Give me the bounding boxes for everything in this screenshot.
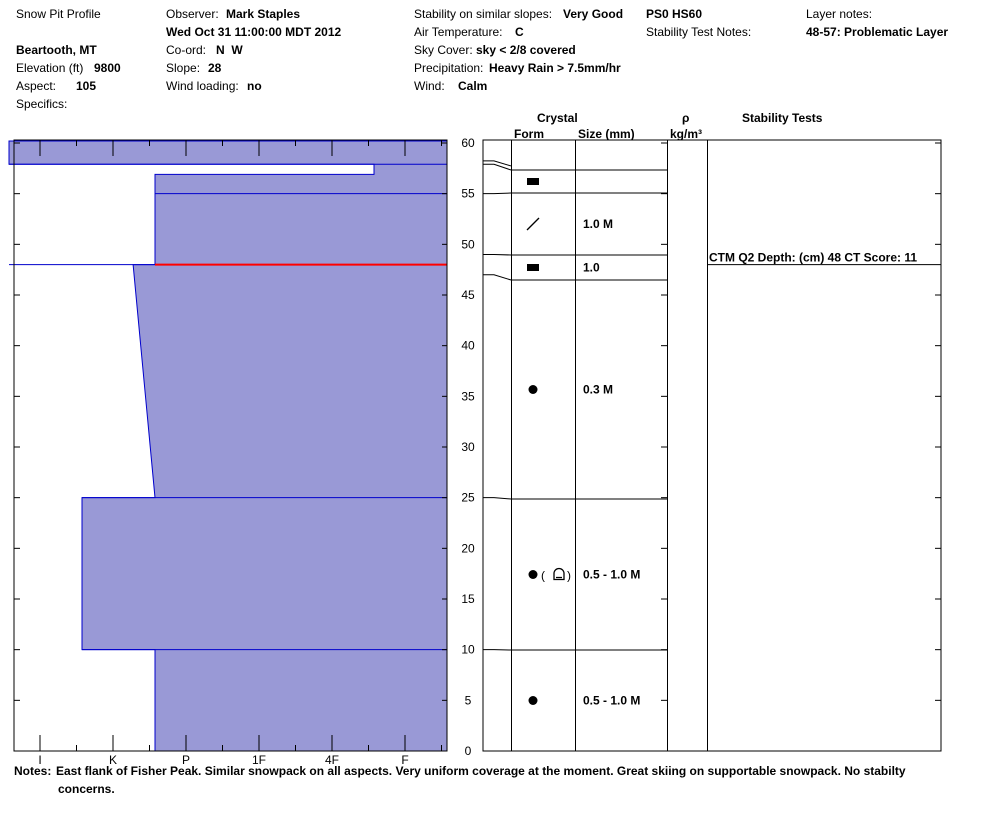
rounded-grains-icon bbox=[528, 570, 538, 579]
notes-label: Notes: bbox=[14, 764, 52, 778]
crystal-size-label: 1.0 bbox=[583, 261, 600, 275]
observation-date: Wed Oct 31 11:00:00 MDT 2012 bbox=[166, 25, 342, 39]
size-header: Size (mm) bbox=[578, 127, 635, 141]
air-temp-value: C bbox=[515, 25, 524, 39]
layer-notes-label: Layer notes: bbox=[806, 7, 873, 21]
elevation-label: Elevation (ft) bbox=[16, 61, 84, 75]
melt-freeze-crust-icon bbox=[527, 178, 539, 185]
rounded-grains-icon bbox=[528, 696, 538, 705]
rho-header: ρ bbox=[682, 111, 690, 125]
stability-value: Very Good bbox=[563, 7, 624, 21]
hardness-label: P bbox=[182, 753, 190, 767]
melt-freeze-crust-icon bbox=[527, 264, 539, 271]
sky-cover-label: Sky Cover: bbox=[414, 43, 473, 57]
crystal-header: Crystal bbox=[537, 111, 578, 125]
bracket-open-icon: ( bbox=[541, 569, 545, 583]
bracket-close-icon: ) bbox=[567, 569, 571, 583]
crystal-size-label: 0.3 M bbox=[583, 383, 613, 397]
density-unit-header: kg/m³ bbox=[670, 127, 703, 141]
coord-value: N W bbox=[216, 43, 243, 57]
depth-tick-label: 20 bbox=[461, 541, 475, 555]
layer-connector bbox=[483, 253, 512, 256]
wind-loading-value: no bbox=[247, 79, 262, 93]
slope-label: Slope: bbox=[166, 61, 201, 75]
hardness-label: F bbox=[401, 753, 408, 767]
crystal-size-label: 0.5 - 1.0 M bbox=[583, 568, 640, 582]
hardness-label: 1F bbox=[252, 753, 266, 767]
sky-cover-value: sky < 2/8 covered bbox=[476, 43, 576, 57]
hardness-label: K bbox=[109, 753, 117, 767]
precipitation-particles-icon bbox=[526, 217, 540, 231]
depth-tick-label: 35 bbox=[461, 389, 475, 403]
crystal-size-label: 0.5 - 1.0 M bbox=[583, 694, 640, 708]
precip-label: Precipitation: bbox=[414, 61, 484, 75]
location: Beartooth, MT bbox=[16, 43, 97, 57]
wind-label: Wind: bbox=[414, 79, 445, 93]
form-header: Form bbox=[514, 127, 544, 141]
layer-connector bbox=[483, 497, 512, 500]
ps-hs: PS0 HS60 bbox=[646, 7, 703, 21]
depth-tick-label: 55 bbox=[461, 187, 475, 201]
layer-notes-value: 48-57: Problematic Layer bbox=[806, 25, 949, 39]
crystal-size-label: 1.0 M bbox=[583, 217, 613, 231]
depth-tick-label: 25 bbox=[461, 491, 475, 505]
rounded-grains-icon bbox=[528, 385, 538, 394]
depth-tick-label: 5 bbox=[465, 693, 472, 707]
hardness-label: I bbox=[38, 753, 41, 767]
observer-label: Observer: bbox=[166, 7, 219, 21]
layer-connector bbox=[483, 274, 512, 281]
layer-connector bbox=[483, 192, 512, 195]
faceted-rounded-icon bbox=[553, 567, 565, 581]
layers-frame bbox=[482, 139, 942, 752]
depth-tick-label: 0 bbox=[465, 744, 472, 758]
stability-notes-label: Stability Test Notes: bbox=[646, 25, 752, 39]
aspect-label: Aspect: bbox=[16, 79, 57, 93]
surface-connector bbox=[483, 160, 512, 167]
slope-value: 28 bbox=[208, 61, 222, 75]
precip-value: Heavy Rain > 7.5mm/hr bbox=[489, 61, 621, 75]
pit-title: Snow Pit Profile bbox=[16, 7, 101, 21]
notes-line-2: concerns. bbox=[58, 782, 115, 796]
observer-value: Mark Staples bbox=[226, 7, 301, 21]
wind-value: Calm bbox=[458, 79, 488, 93]
notes-line-1: East flank of Fisher Peak. Similar snowp… bbox=[56, 764, 906, 778]
aspect-value: 105 bbox=[76, 79, 97, 93]
stability-test-label: CTM Q2 Depth: (cm) 48 CT Score: 11 bbox=[709, 251, 917, 265]
hardness-frame bbox=[13, 139, 448, 752]
hardness-label: 4F bbox=[325, 753, 339, 767]
depth-tick-label: 45 bbox=[461, 288, 475, 302]
wind-loading-label: Wind loading: bbox=[166, 79, 239, 93]
depth-tick-label: 10 bbox=[461, 643, 475, 657]
coord-label: Co-ord: bbox=[166, 43, 207, 57]
depth-tick-label: 50 bbox=[461, 237, 475, 251]
depth-tick-label: 40 bbox=[461, 339, 475, 353]
stability-label: Stability on similar slopes: bbox=[414, 7, 553, 21]
air-temp-label: Air Temperature: bbox=[414, 25, 503, 39]
depth-tick-label: 60 bbox=[461, 136, 475, 150]
depth-tick-label: 15 bbox=[461, 592, 475, 606]
elevation-value: 9800 bbox=[94, 61, 121, 75]
specifics-label: Specifics: bbox=[16, 97, 68, 111]
layer-connector bbox=[483, 163, 512, 171]
hardness-profile-area bbox=[8, 140, 448, 752]
stability-tests-header: Stability Tests bbox=[742, 111, 823, 125]
depth-tick-label: 30 bbox=[461, 440, 475, 454]
